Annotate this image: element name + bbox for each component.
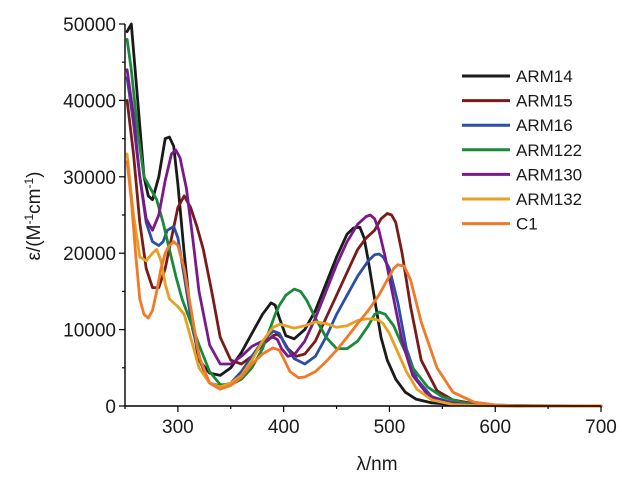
series-line-arm132	[125, 152, 603, 408]
y-axis-title: ε/(M-1cm-1)	[22, 172, 45, 261]
y-tick-label: 40000	[63, 91, 116, 112]
series-line-c1	[125, 160, 603, 408]
y-axis-title-sup1: -1	[22, 214, 36, 225]
legend-label: ARM14	[516, 67, 573, 86]
legend-label: ARM132	[516, 190, 582, 209]
x-tick-label: 400	[268, 417, 300, 438]
y-tick-label: 20000	[63, 244, 116, 265]
series-line-arm122	[125, 37, 603, 408]
x-tick-label: 500	[374, 417, 406, 438]
legend-item-arm16: ARM16	[462, 116, 573, 135]
y-tick-label: 50000	[63, 15, 116, 36]
legend-label: ARM122	[516, 141, 582, 160]
plot-series	[125, 22, 603, 408]
x-tick-label: 600	[479, 417, 511, 438]
legend-item-arm132: ARM132	[462, 190, 582, 209]
legend-item-arm14: ARM14	[462, 67, 573, 86]
y-tick-label: 30000	[63, 168, 116, 189]
y-axis-title-mid: cm	[24, 189, 45, 214]
legend-item-c1: C1	[462, 215, 538, 234]
legend-label: ARM15	[516, 92, 573, 111]
y-tick-label: 0	[105, 397, 116, 418]
legend-label: ARM130	[516, 165, 582, 184]
legend-item-arm122: ARM122	[462, 141, 582, 160]
legend-label: C1	[516, 215, 538, 234]
y-axis-title-sup2: -1	[22, 178, 36, 189]
legend-label: ARM16	[516, 116, 573, 135]
y-axis-title-post: )	[24, 172, 45, 178]
series-line-arm15	[125, 99, 603, 408]
y-tick-label: 10000	[63, 321, 116, 342]
series-line-arm130	[125, 68, 603, 408]
legend: ARM14 ARM15 ARM16 ARM122 ARM130 ARM132 C1	[462, 67, 582, 234]
x-tick-label: 300	[162, 417, 194, 438]
series-line-arm14	[125, 22, 603, 408]
legend-item-arm15: ARM15	[462, 92, 573, 111]
axis-titles: λ/nm ε/(M-1cm-1)	[22, 172, 398, 475]
legend-item-arm130: ARM130	[462, 165, 582, 184]
x-axis-title: λ/nm	[356, 454, 397, 475]
y-axis-title-pre: ε/(M	[24, 225, 45, 261]
x-tick-label: 700	[585, 417, 617, 438]
series-line-arm16	[125, 76, 603, 408]
axes: 300 400 500 600 700 0 10000 20000 30000 40000 5000…	[63, 15, 617, 438]
